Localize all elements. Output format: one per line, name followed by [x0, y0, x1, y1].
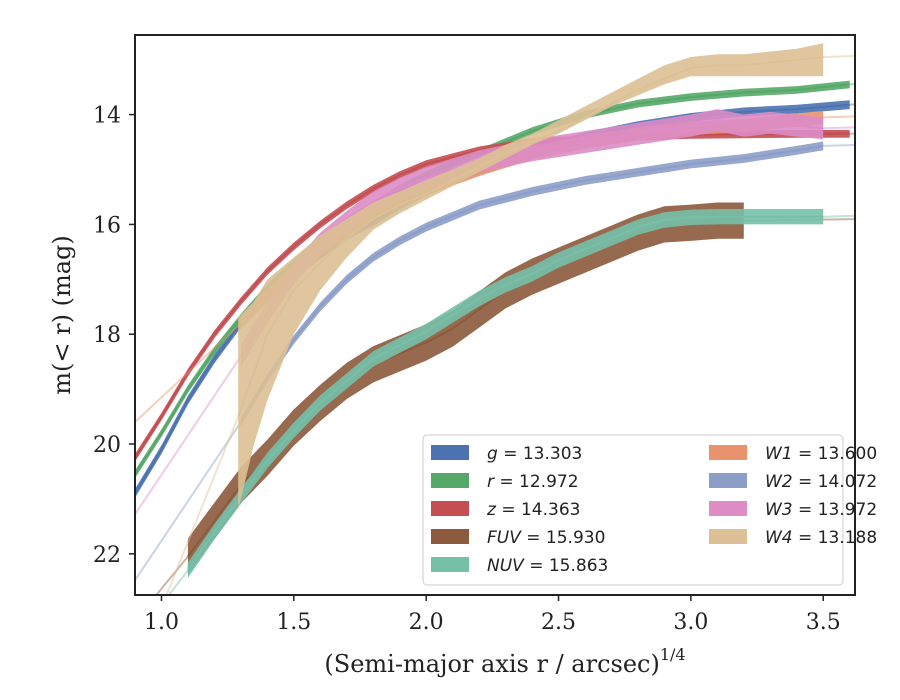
series-w4-model-left: [165, 416, 240, 595]
y-tick-label: 22: [93, 543, 121, 568]
legend-swatch-nuv: [431, 557, 469, 572]
x-tick-label: 3.0: [673, 610, 708, 635]
series-w3-band: [240, 109, 824, 368]
legend-label-r: r = 12.972: [487, 472, 579, 492]
y-tick-label: 20: [93, 433, 121, 458]
series-nuv-model-right: [823, 214, 855, 218]
legend-label-w1: W1 = 13.600: [765, 444, 877, 464]
y-axis-label: m(< r) (mag): [48, 235, 76, 394]
legend-label-fuv: FUV = 15.930: [487, 528, 605, 548]
series-w1-model-left: [135, 322, 242, 424]
legend-swatch-w2: [709, 473, 747, 488]
x-tick-label: 1.5: [276, 610, 311, 635]
y-tick-label: 16: [93, 213, 121, 238]
legend-label-w3: W3 = 13.972: [765, 500, 877, 520]
series-w4-model-right: [823, 54, 855, 58]
series-nuv-model-left: [167, 569, 189, 595]
series-w1-model-right: [823, 115, 855, 119]
plot-area: [135, 43, 855, 595]
series-w2-model-right: [823, 143, 855, 147]
plot-frame: [134, 34, 856, 596]
series-fuv-model-left: [154, 555, 189, 595]
x-tick-label: 3.5: [806, 610, 841, 635]
series-w2-model-left: [135, 421, 242, 582]
series-w4-band: [238, 43, 824, 510]
legend-swatch-fuv: [431, 529, 469, 544]
legend-label-z: z = 14.363: [486, 500, 580, 520]
legend-label-w2: W2 = 14.072: [765, 472, 877, 492]
x-tick-label: 1.0: [144, 610, 179, 635]
series-w3-model-right: [823, 126, 855, 130]
series-fuv-band: [187, 202, 744, 575]
legend-swatch-g: [431, 445, 469, 460]
x-tick-label: 2.5: [541, 610, 576, 635]
legend-swatch-w3: [709, 501, 747, 516]
legend-swatch-w1: [709, 445, 747, 460]
series-r-model-right: [849, 83, 855, 86]
series-w3-model-left: [135, 355, 242, 517]
legend-label-nuv: NUV = 15.863: [487, 556, 608, 576]
legend: g = 13.303 r = 12.972 z = 14.363 FUV = 15.9…: [422, 434, 877, 586]
legend-swatch-r: [431, 473, 469, 488]
x-axis-label: (Semi-major axis r / arcsec)1/4: [324, 645, 685, 678]
series-w4-line: [237, 56, 824, 417]
y-tick-label: 14: [93, 104, 121, 129]
series-nuv-band: [187, 209, 824, 578]
legend-swatch-z: [431, 501, 469, 516]
series-g-model-right: [849, 103, 855, 106]
series-nuv-line: [187, 215, 824, 571]
x-tick-label: 2.0: [409, 610, 444, 635]
legend-box: [422, 434, 844, 586]
series-z-model-right: [849, 132, 855, 135]
legend-label-w4: W4 = 13.188: [765, 528, 877, 548]
legend-swatch-w4: [709, 529, 747, 544]
legend-label-g: g = 13.303: [487, 444, 582, 464]
axes: 1.0 1.5 2.0 2.5 3.0 3.5 14 16 18 20 22 (Semi-major …: [48, 34, 856, 678]
series-w2-line: [240, 144, 824, 423]
y-tick-label: 18: [93, 323, 121, 348]
